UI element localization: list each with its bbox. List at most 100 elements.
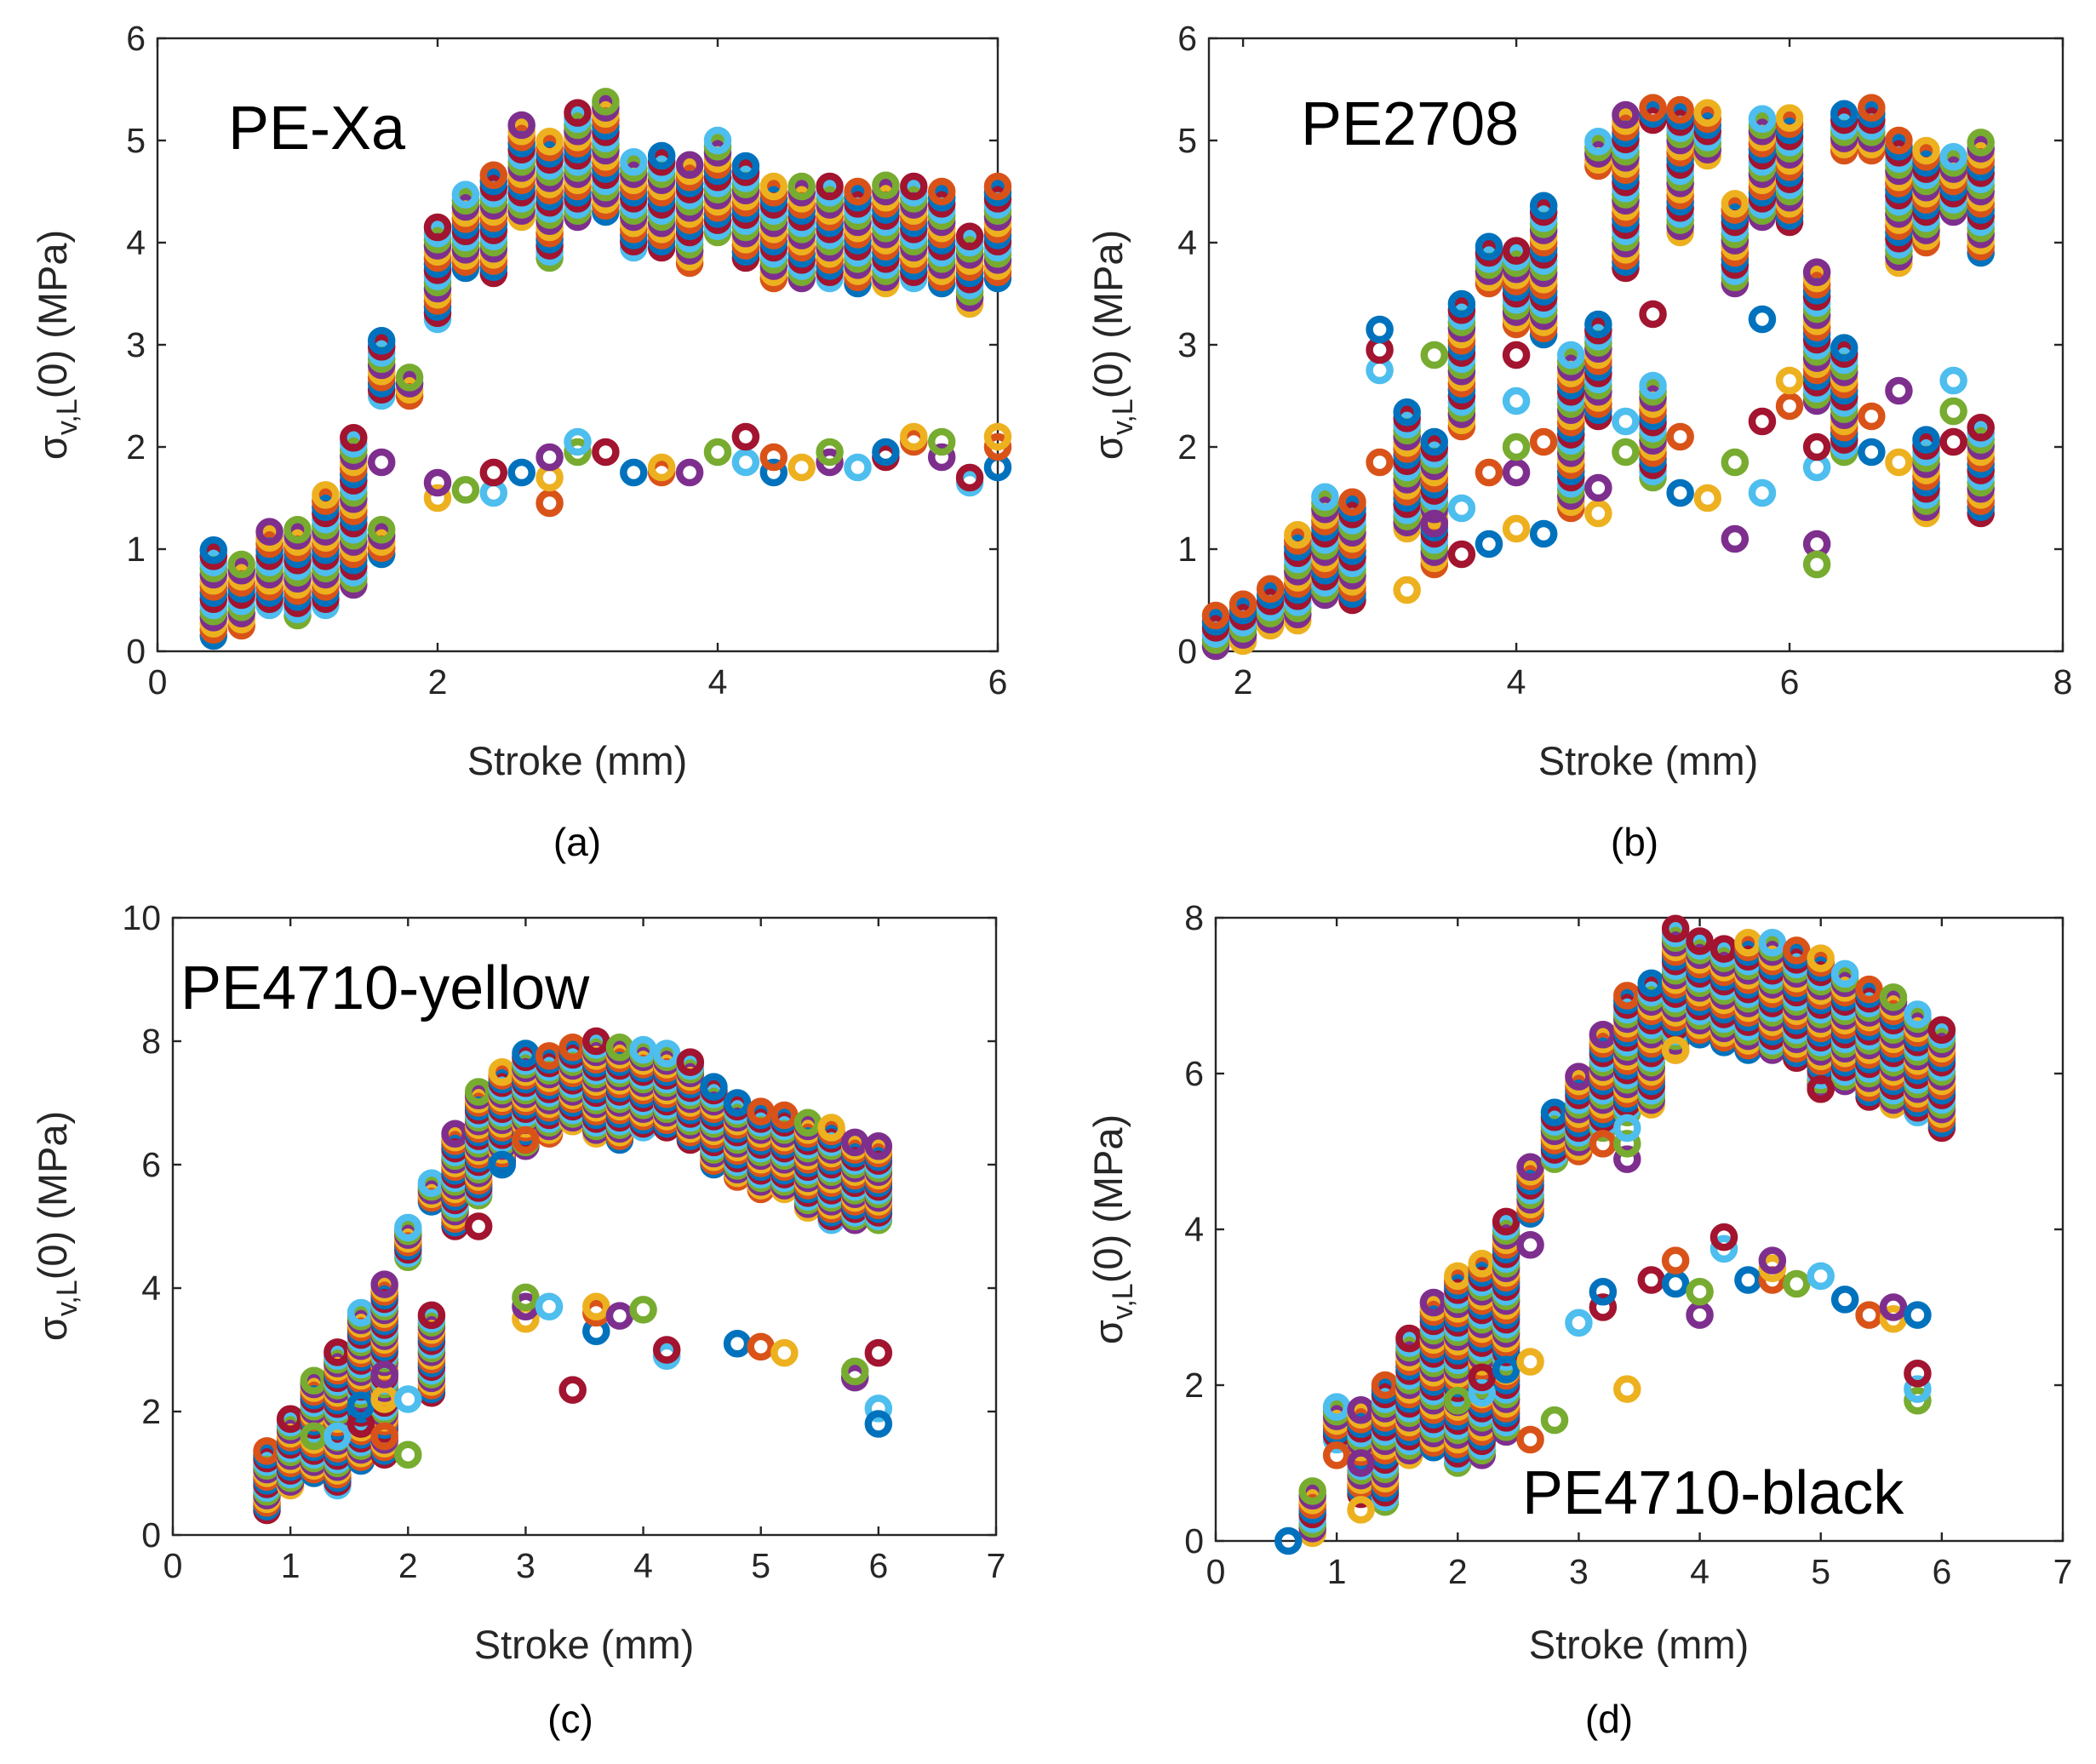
data-point	[817, 1114, 845, 1142]
data-point	[983, 432, 1012, 461]
panel-caption: (c)	[547, 1697, 593, 1741]
data-point	[1502, 341, 1531, 369]
data-point	[1758, 929, 1787, 957]
panel-b: 2 4 6 8 0 1 2 3 4 5 6 Stroke (mm) σv,L(0) (MPa) PE…	[1085, 19, 2072, 864]
data-point	[793, 1108, 822, 1137]
data-point	[423, 213, 452, 242]
data-point	[1858, 402, 1886, 431]
y-axis-label: σv,L(0) (MPa)	[1085, 1114, 1139, 1344]
data-point	[1830, 100, 1858, 129]
data-point	[512, 1283, 540, 1312]
data-point	[1447, 289, 1476, 318]
data-point	[1589, 1293, 1618, 1321]
data-point	[872, 171, 900, 200]
axis-ticks: 0 1 2 3 4 5 6 7 0 2 4 6 8	[1184, 898, 2072, 1591]
data-point	[395, 364, 424, 392]
data-point	[1584, 473, 1612, 502]
data-point	[464, 1212, 493, 1240]
data-point	[1721, 448, 1750, 477]
y-tick-label: 0	[1184, 1521, 1204, 1561]
panel-inset-label: PE-Xa	[228, 94, 406, 163]
data-point	[1748, 478, 1777, 507]
data-point	[1516, 1231, 1544, 1259]
data-point	[1855, 975, 1883, 1004]
data-point	[1447, 540, 1476, 569]
y-tick-label: 5	[1177, 121, 1197, 160]
data-point	[1502, 237, 1531, 265]
data-point	[1311, 483, 1339, 512]
data-point	[1666, 478, 1694, 507]
data-point	[1612, 407, 1640, 436]
data-point	[1637, 969, 1665, 998]
y-tick-label: 0	[1177, 632, 1197, 671]
data-point	[1366, 448, 1394, 477]
data-point	[1709, 1234, 1738, 1263]
x-axis-label: Stroke (mm)	[1538, 738, 1759, 783]
y-tick-label: 6	[141, 1145, 161, 1184]
data-point	[605, 1302, 634, 1330]
data-point	[1298, 1477, 1326, 1505]
x-tick-label: 1	[281, 1546, 301, 1585]
data-point	[1879, 1304, 1908, 1333]
data-point	[582, 1292, 610, 1320]
y-axis-label-rest: (0) (MPa)	[30, 230, 75, 398]
data-point	[1366, 315, 1394, 344]
data-point	[1444, 1262, 1472, 1291]
data-point	[370, 1422, 398, 1451]
data-point	[1783, 936, 1811, 965]
data-point	[535, 1292, 564, 1320]
data-point	[703, 438, 732, 467]
data-point	[370, 1360, 398, 1389]
data-point	[1274, 1526, 1303, 1555]
data-point	[1858, 94, 1886, 122]
data-point	[1807, 1075, 1835, 1103]
x-tick-label: 2	[1448, 1552, 1468, 1591]
data-point	[864, 1132, 893, 1160]
data-point	[1529, 519, 1558, 548]
y-axis-label: σv,L(0) (MPa)	[30, 230, 83, 460]
x-tick-label: 2	[1234, 662, 1253, 702]
data-point	[1589, 1021, 1618, 1049]
data-point	[1516, 1348, 1544, 1376]
data-point	[1613, 1145, 1641, 1173]
data-point	[582, 1027, 610, 1056]
x-tick-label: 4	[708, 662, 728, 702]
data-point	[1904, 1301, 1932, 1329]
axis-ticks: 0 2 4 6 0 1 2 3 4 5 6	[126, 19, 1007, 702]
data-point	[770, 1338, 799, 1367]
x-tick-label: 3	[1569, 1552, 1589, 1591]
data-point	[1557, 341, 1585, 369]
data-point	[1912, 136, 1940, 165]
data-point	[1830, 334, 1858, 362]
data-point	[1502, 387, 1531, 415]
scatter-points	[1274, 914, 1956, 1555]
y-tick-label: 3	[126, 325, 146, 364]
panel-caption: (d)	[1585, 1697, 1633, 1741]
data-point	[564, 438, 592, 467]
data-point	[1879, 1293, 1908, 1321]
y-axis-subscript: v,L	[1107, 398, 1139, 435]
data-point	[703, 126, 732, 155]
data-point	[1885, 376, 1913, 405]
data-point	[723, 1330, 752, 1358]
data-point	[1967, 129, 1995, 157]
data-point	[1748, 407, 1777, 436]
data-point	[1830, 959, 1859, 988]
data-point	[1666, 422, 1694, 451]
data-point	[652, 1336, 681, 1364]
data-point	[1322, 1441, 1351, 1469]
data-point	[535, 489, 564, 518]
x-tick-label: 4	[1507, 662, 1526, 702]
data-point	[700, 1073, 728, 1101]
x-tick-label: 4	[633, 1546, 653, 1585]
data-point	[1858, 438, 1886, 467]
y-tick-label: 4	[1177, 223, 1197, 262]
x-tick-label: 0	[1206, 1552, 1226, 1591]
data-point	[1802, 550, 1831, 579]
y-tick-label: 4	[126, 223, 146, 262]
data-point	[1775, 392, 1804, 421]
panel-c: 0 1 2 3 4 5 6 7 0 2 4 6 8 10 Stroke (mm) σv,L(0) (MPa…	[30, 898, 1005, 1741]
data-point	[647, 141, 676, 170]
data-point	[1802, 432, 1831, 461]
